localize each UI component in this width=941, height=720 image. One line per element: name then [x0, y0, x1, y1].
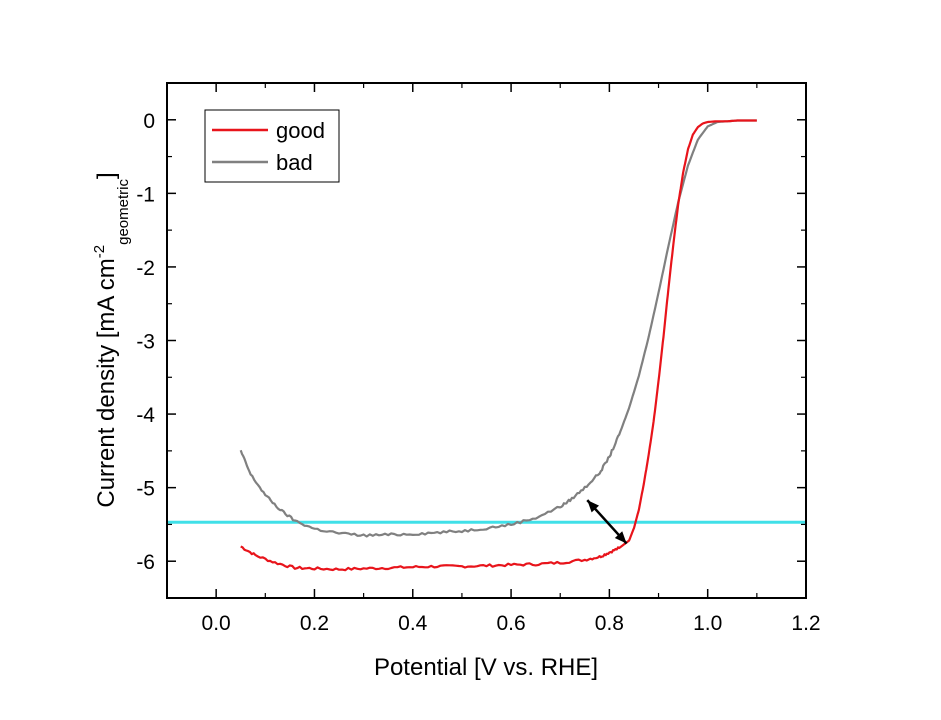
y-axis-title-sub: geometric: [115, 179, 132, 245]
y-axis-title-end: ]: [93, 172, 120, 179]
y-tick-label: -2: [136, 257, 155, 280]
y-axis-title-sup: -2: [91, 245, 108, 258]
legend-label-good: good: [276, 118, 325, 143]
annotation-arrow-head-start: [614, 531, 627, 544]
x-tick-label: 0.6: [496, 612, 525, 635]
y-tick-label: -3: [136, 331, 155, 354]
legend: good bad: [204, 109, 340, 183]
plot-area: [167, 119, 806, 572]
y-tick-label: -4: [136, 404, 155, 427]
x-tick-label: 0.2: [300, 612, 329, 635]
x-axis-title: Potential [V vs. RHE]: [374, 654, 598, 681]
series-line-good: [240, 119, 757, 572]
x-tick-label: 0.4: [398, 612, 428, 635]
x-tick-label: 0.0: [202, 612, 231, 635]
legend-box: [204, 109, 340, 183]
y-tick-label: -5: [136, 478, 155, 501]
x-tick-labels: 0.0 0.2 0.4 0.6 0.8 1.0 1.2: [202, 612, 821, 635]
x-tick-label: 1.2: [791, 612, 820, 635]
x-tick-label: 1.0: [693, 612, 722, 635]
series-line-bad: [239, 119, 757, 538]
plot-frame: [166, 82, 807, 599]
legend-label-bad: bad: [276, 150, 313, 175]
x-tick-label: 0.8: [595, 612, 624, 635]
y-axis-title: Current density [mA cm-2 geometric]: [91, 172, 132, 507]
y-tick-label: 0: [143, 110, 155, 133]
y-tick-label: -1: [136, 183, 155, 206]
y-axis-title-main: Current density [mA cm: [93, 258, 120, 507]
y-tick-label: -6: [136, 551, 155, 574]
annotation-arrow-head-end: [587, 500, 600, 513]
y-tick-labels: 0 -1 -2 -3 -4 -5 -6: [136, 110, 155, 574]
